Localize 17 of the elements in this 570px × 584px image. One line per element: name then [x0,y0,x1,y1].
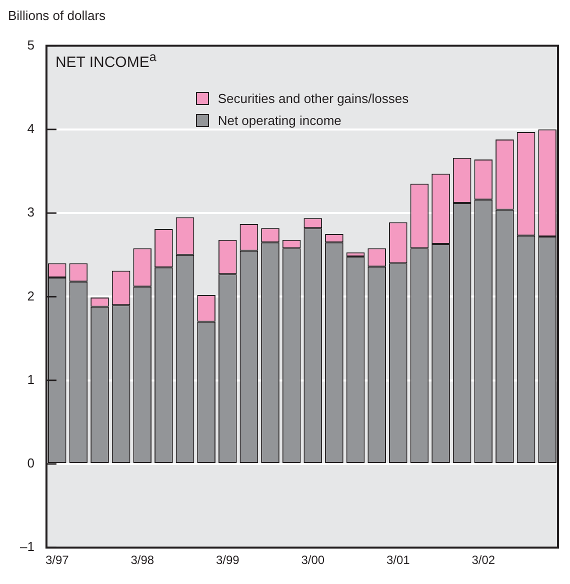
y-tick-label: 5 [27,37,34,52]
x-tick-label: 3/00 [301,553,325,568]
x-tick-label: 3/98 [130,553,154,568]
x-tick-label: 3/97 [45,553,70,568]
y-tick-label: 3 [27,204,34,220]
x-tick-label: 3/99 [216,553,240,568]
x-tick-label: 3/02 [472,553,496,568]
legend-label: Securities and other gains/losses [218,90,409,108]
y-tick-label: –1 [20,539,34,554]
legend-label: Net operating income [218,112,342,130]
chart-title: NET INCOME$^{a}$ [55,50,156,71]
y-tick-label: 2 [27,288,34,304]
y-tick-label: 1 [27,372,34,387]
y-tick-label: 4 [27,121,34,136]
y-tick-label: 0 [27,456,34,471]
y-axis-title: Billions of dollars [8,8,106,23]
x-tick-label: 3/01 [386,553,410,568]
